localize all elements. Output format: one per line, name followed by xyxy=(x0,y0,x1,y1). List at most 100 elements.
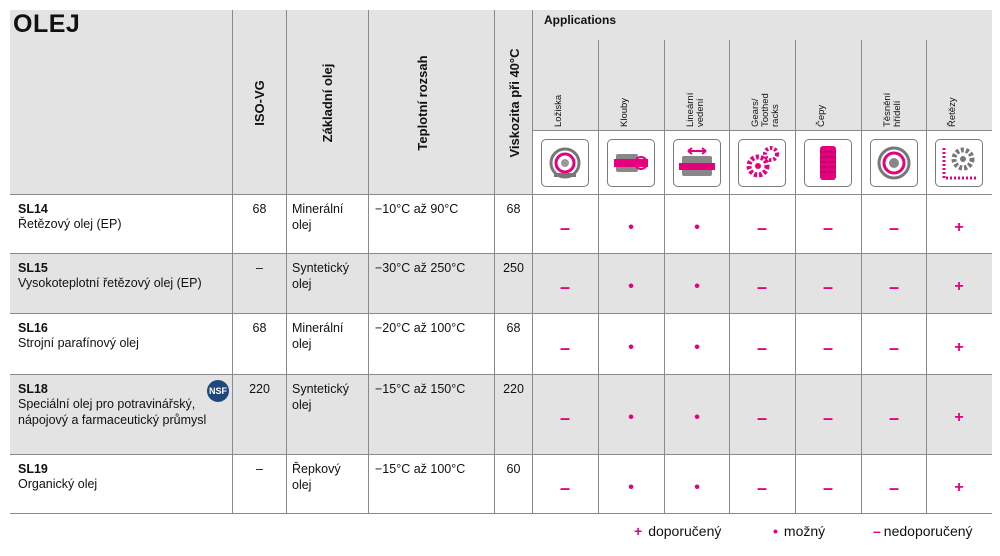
rating-not-recommended: – xyxy=(756,477,767,498)
rating-possible: • xyxy=(628,478,634,496)
rating-not-recommended: – xyxy=(822,337,833,358)
divider xyxy=(232,10,233,513)
application-label-5: Čepy xyxy=(816,37,839,127)
row-background-sl15 xyxy=(10,253,992,313)
rating-possible: • xyxy=(628,218,634,236)
rating-not-recommended: – xyxy=(888,217,899,238)
rating-not-recommended: – xyxy=(559,408,570,428)
application-label-1: Ložiska xyxy=(553,37,576,127)
rating-not-recommended: – xyxy=(822,477,833,498)
rating-possible: • xyxy=(694,278,700,295)
bearing-icon xyxy=(540,139,589,187)
divider xyxy=(10,313,992,314)
product-name: Vysokoteplotní řetězový olej (EP) xyxy=(18,276,202,290)
application-label-text: Lineární vedení xyxy=(685,92,706,127)
header-background xyxy=(10,10,532,194)
gears-icon xyxy=(737,139,786,187)
temperature-range-value: −15°C až 150°C xyxy=(375,382,466,396)
rating-not-recommended: – xyxy=(822,277,833,297)
application-label-text: Řetězy xyxy=(947,97,958,127)
divider xyxy=(598,40,599,513)
rating-not-recommended: – xyxy=(756,337,767,358)
rating-not-recommended: – xyxy=(756,408,767,428)
divider xyxy=(532,10,533,513)
applications-title: Applications xyxy=(544,13,617,27)
divider xyxy=(10,454,992,455)
product-code: SL16 xyxy=(18,321,48,335)
recommended-symbol: + xyxy=(634,523,643,539)
rating-not-recommended: – xyxy=(559,217,570,238)
divider xyxy=(10,513,992,514)
rating-not-recommended: – xyxy=(756,217,767,238)
rating-recommended: + xyxy=(954,218,964,236)
page-title: OLEJ xyxy=(13,10,81,38)
divider xyxy=(368,10,369,513)
divider xyxy=(286,10,287,513)
viscosity-value: 220 xyxy=(503,382,524,396)
divider xyxy=(861,40,862,513)
linear-guide-icon xyxy=(672,139,721,187)
joint-icon xyxy=(606,139,655,187)
rating-not-recommended: – xyxy=(888,477,899,498)
application-label-6: Těsnění hřídelí xyxy=(882,37,905,127)
column-header-temp-range: Teplotní rozsah xyxy=(415,55,430,151)
application-label-2: Klouby xyxy=(619,37,642,127)
application-label-text: Gears/ Toothed racks xyxy=(750,93,781,127)
column-header-iso-vg: ISO-VG xyxy=(252,80,267,126)
product-code: SL15 xyxy=(18,261,48,275)
product-name: Speciální olej pro potravinářský, nápojo… xyxy=(18,397,207,427)
divider xyxy=(729,40,730,513)
application-label-text: Čepy xyxy=(816,104,827,127)
temperature-range-value: −30°C až 250°C xyxy=(375,261,466,275)
application-label-7: Řetězy xyxy=(947,37,970,127)
iso-vg-value: 68 xyxy=(252,321,267,335)
divider xyxy=(10,253,992,254)
product-name: Strojní parafínový olej xyxy=(18,336,139,350)
divider xyxy=(664,40,665,513)
shaft-seal-icon xyxy=(869,139,918,187)
rating-not-recommended: – xyxy=(888,337,899,358)
iso-vg-value: 68 xyxy=(252,202,267,216)
rating-not-recommended: – xyxy=(559,477,570,498)
application-label-text: Ložiska xyxy=(553,94,564,127)
divider xyxy=(795,40,796,513)
divider xyxy=(10,374,992,375)
rating-recommended: + xyxy=(954,278,964,295)
rating-possible: • xyxy=(694,338,700,356)
column-header-viscosity: Viskozita při 40°C xyxy=(507,48,522,158)
divider xyxy=(494,10,495,513)
base-oil-value: Minerální olej xyxy=(292,202,344,232)
temperature-range-value: −15°C až 100°C xyxy=(375,462,466,476)
viscosity-value: 60 xyxy=(506,462,521,476)
applications-header-background xyxy=(532,10,992,130)
divider xyxy=(532,130,992,131)
temperature-range-value: −10°C až 90°C xyxy=(375,202,459,216)
product-code: SL14 xyxy=(18,202,48,216)
rating-not-recommended: – xyxy=(888,277,899,297)
chain-icon xyxy=(934,139,983,187)
pin-icon xyxy=(803,139,852,187)
product-name: Organický olej xyxy=(18,477,98,491)
rating-not-recommended: – xyxy=(888,408,899,428)
product-code: SL19 xyxy=(18,462,48,476)
possible-symbol: • xyxy=(773,523,778,539)
legend-recommended: + doporučený xyxy=(634,523,721,539)
viscosity-value: 68 xyxy=(506,202,521,216)
product-name: Řetězový olej (EP) xyxy=(18,217,122,231)
viscosity-value: 250 xyxy=(503,261,524,275)
iso-vg-value: – xyxy=(256,261,263,275)
not-recommended-label: nedoporučený xyxy=(883,523,973,539)
rating-possible: • xyxy=(694,478,700,496)
iso-vg-value: 220 xyxy=(249,382,270,396)
application-label-text: Klouby xyxy=(619,97,630,127)
base-oil-value: Syntetický olej xyxy=(292,382,349,412)
divider xyxy=(10,194,992,195)
rating-not-recommended: – xyxy=(822,408,833,428)
rating-recommended: + xyxy=(954,478,964,496)
column-header-base-oil: Základní olej xyxy=(320,63,335,143)
rating-not-recommended: – xyxy=(756,277,767,297)
legend-not-recommended: – nedoporučený xyxy=(873,523,973,539)
application-label-3: Lineární vedení xyxy=(685,37,708,127)
base-oil-value: Řepkový olej xyxy=(292,462,341,492)
not-recommended-symbol: – xyxy=(873,523,881,539)
